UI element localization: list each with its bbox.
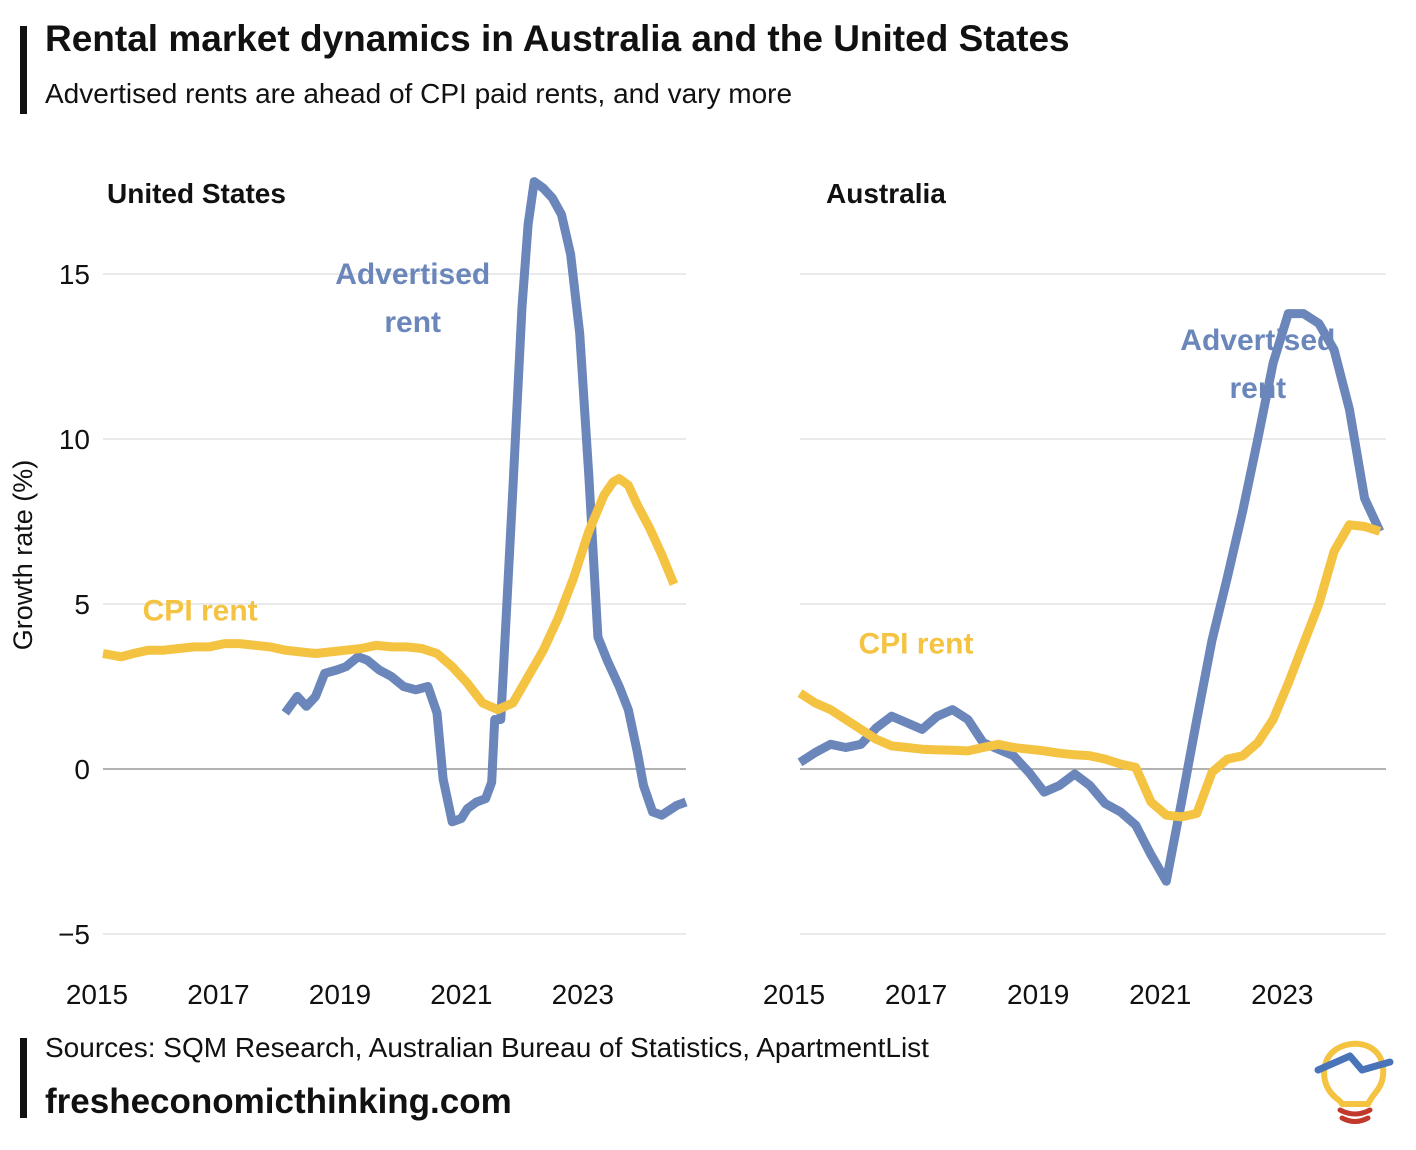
bulb-trend-line: [1314, 1052, 1394, 1074]
united-states-y-tick-label: 10: [59, 424, 90, 455]
australia-x-tick-label: 2023: [1251, 979, 1313, 1010]
australia-cpi-rent-label: CPI rent: [858, 628, 973, 661]
bulb-base-1: [1337, 1107, 1373, 1117]
chart-area: −5 0 5 10 15 2015 2017 2019 2021 2023 United State…: [8, 177, 1386, 1010]
united-states-x-tick-label: 2023: [552, 979, 614, 1010]
chart-subtitle: Advertised rents are ahead of CPI paid r…: [45, 78, 793, 109]
united-states-y-tick-label: −5: [58, 919, 90, 950]
united-states-x-tick-label: 2015: [66, 979, 128, 1010]
website-link[interactable]: fresheconomicthinking.com: [45, 1082, 512, 1121]
y-axis-label: Growth rate (%): [8, 460, 38, 651]
header-accent-bar: [20, 26, 27, 114]
united-states-x-tick-label: 2021: [430, 979, 492, 1010]
chart-title: Rental market dynamics in Australia and …: [45, 18, 1070, 59]
united-states-y-tick-label: 15: [59, 259, 90, 290]
lightbulb-logo-icon: [1314, 1040, 1394, 1124]
australia-panel-title: Australia: [826, 178, 946, 209]
united-states-cpi-rent-line: [102, 474, 679, 715]
australia-x-tick-label: 2019: [1007, 979, 1069, 1010]
sources-note: Sources: SQM Research, Australian Bureau…: [45, 1032, 929, 1063]
united-states-advertised-line: [281, 177, 688, 827]
united-states-x-tick-label: 2019: [309, 979, 371, 1010]
australia-x-tick-label: 2015: [763, 979, 825, 1010]
australia-x-tick-label: 2017: [885, 979, 947, 1010]
australia-cpi-rent-line: [797, 520, 1382, 822]
united-states-y-tick-label: 0: [74, 754, 90, 785]
united-states-cpi-rent-label: CPI rent: [143, 595, 258, 628]
australia-advertised-label: rent: [1229, 372, 1286, 405]
australia-advertised-label: Advertised: [1180, 324, 1335, 357]
united-states-x-tick-label: 2017: [187, 979, 249, 1010]
united-states-panel-title: United States: [107, 178, 286, 209]
footer-accent-bar: [20, 1038, 27, 1118]
bulb-outline: [1321, 1040, 1387, 1107]
united-states-y-tick-label: 5: [74, 589, 90, 620]
australia-advertised-line: [797, 309, 1384, 886]
united-states-advertised-label: rent: [384, 306, 441, 339]
bulb-base-2: [1339, 1115, 1371, 1124]
australia-x-tick-label: 2021: [1129, 979, 1191, 1010]
united-states-advertised-label: Advertised: [335, 258, 490, 291]
